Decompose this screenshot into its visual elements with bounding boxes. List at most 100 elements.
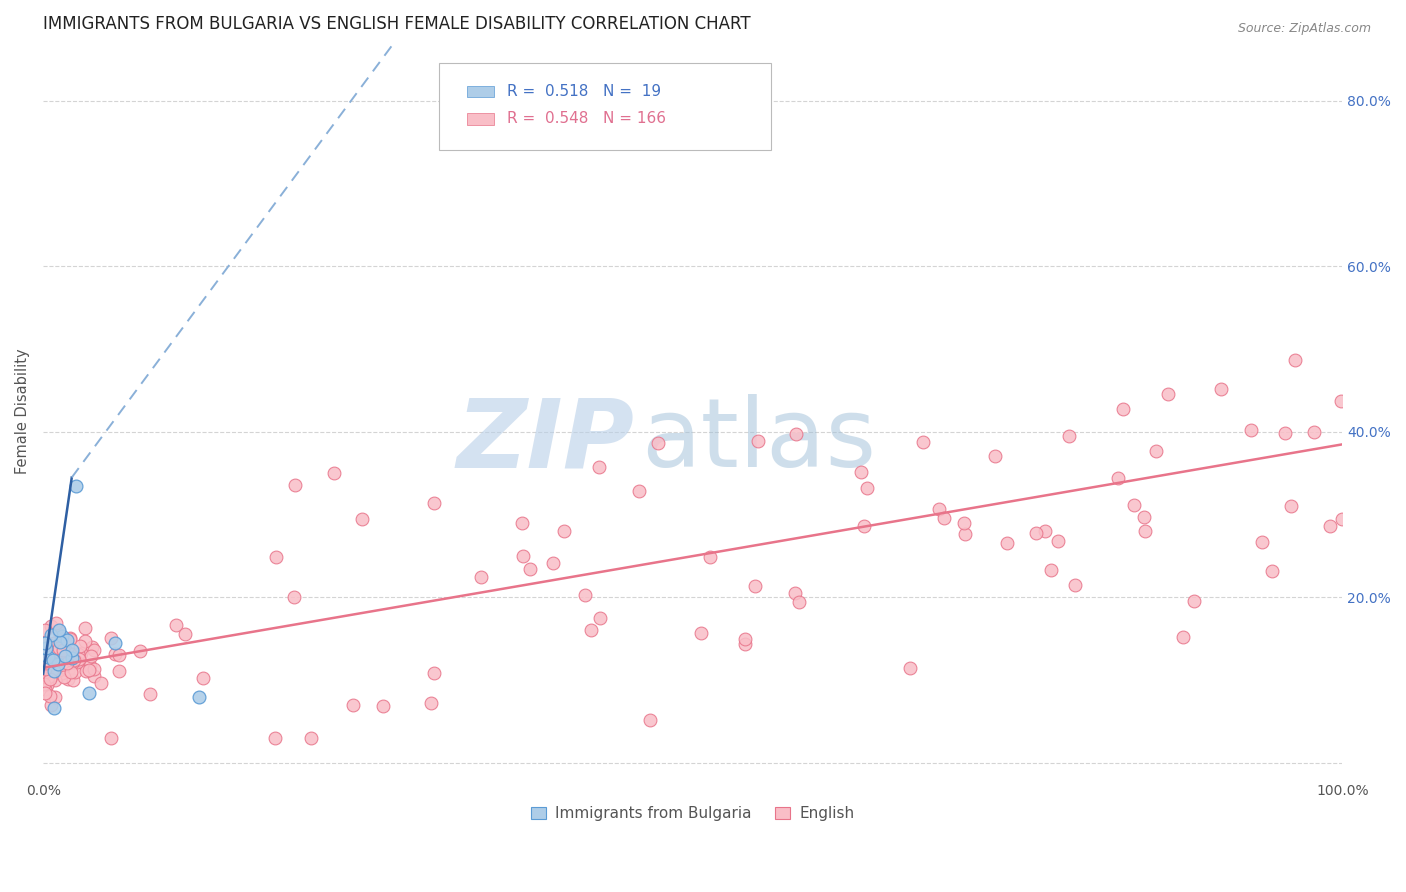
Text: ZIP: ZIP — [457, 394, 634, 487]
Point — [73, 621, 96, 635]
Text: Source: ZipAtlas.com: Source: ZipAtlas.com — [1237, 22, 1371, 36]
Point — [42, 636, 65, 650]
Point — [37, 673, 59, 687]
Point — [419, 696, 441, 710]
Point — [1303, 425, 1326, 440]
Point — [512, 549, 534, 564]
Point — [627, 484, 650, 499]
Point — [65, 479, 87, 493]
Point — [35, 656, 58, 670]
Point — [856, 482, 879, 496]
Point — [1146, 444, 1168, 458]
Point — [37, 670, 59, 684]
FancyBboxPatch shape — [440, 62, 770, 150]
Point — [108, 664, 131, 678]
Point — [1182, 594, 1205, 608]
Point — [1122, 499, 1144, 513]
Point — [67, 648, 90, 663]
Point — [59, 665, 82, 679]
Text: IMMIGRANTS FROM BULGARIA VS ENGLISH FEMALE DISABILITY CORRELATION CHART: IMMIGRANTS FROM BULGARIA VS ENGLISH FEMA… — [44, 15, 751, 33]
Point — [34, 681, 56, 696]
Point — [734, 632, 756, 647]
Point — [52, 660, 75, 674]
Point — [541, 556, 564, 570]
Point — [1284, 353, 1306, 368]
Point — [1251, 535, 1274, 549]
Point — [39, 628, 62, 642]
Point — [42, 664, 65, 678]
Point — [51, 666, 73, 681]
Point — [46, 644, 69, 658]
Point — [42, 653, 65, 667]
Point — [188, 690, 211, 704]
Point — [423, 496, 446, 510]
Point — [32, 647, 55, 661]
Point — [283, 590, 305, 604]
Point — [785, 426, 807, 441]
Point — [37, 663, 59, 677]
Text: atlas: atlas — [641, 394, 876, 487]
Point — [898, 660, 921, 674]
Point — [53, 648, 76, 663]
Point — [1025, 526, 1047, 541]
Point — [48, 663, 70, 677]
Point — [1209, 382, 1232, 396]
Point — [69, 648, 91, 662]
Text: R =  0.548   N = 166: R = 0.548 N = 166 — [506, 112, 665, 127]
Point — [32, 669, 55, 683]
Point — [52, 670, 75, 684]
Point — [56, 646, 79, 660]
Point — [35, 634, 58, 648]
Point — [56, 657, 79, 671]
Point — [322, 466, 344, 480]
Point — [34, 657, 56, 671]
Point — [1107, 471, 1129, 485]
Point — [1057, 429, 1080, 443]
Point — [512, 516, 534, 531]
Point — [783, 586, 806, 600]
Point — [1319, 519, 1341, 533]
Point — [55, 633, 77, 648]
Point — [39, 668, 62, 682]
Point — [928, 502, 950, 516]
Point — [579, 623, 602, 637]
Point — [41, 641, 63, 656]
Point — [75, 664, 97, 678]
Point — [41, 619, 63, 633]
Point — [52, 660, 75, 674]
Point — [174, 627, 197, 641]
Point — [853, 519, 876, 533]
Point — [62, 648, 84, 662]
Point — [83, 669, 105, 683]
Point — [52, 649, 75, 664]
Legend: Immigrants from Bulgaria, English: Immigrants from Bulgaria, English — [524, 800, 860, 827]
Point — [423, 666, 446, 681]
Point — [34, 644, 56, 658]
Point — [58, 663, 80, 677]
Point — [371, 698, 394, 713]
Point — [56, 672, 79, 686]
Point — [589, 611, 612, 625]
Point — [90, 676, 112, 690]
Point — [49, 648, 72, 663]
Text: R =  0.518   N =  19: R = 0.518 N = 19 — [506, 84, 661, 99]
Point — [48, 625, 70, 640]
Point — [67, 648, 90, 662]
Point — [67, 652, 90, 666]
Point — [1133, 510, 1156, 524]
Point — [1274, 426, 1296, 441]
Point — [51, 629, 73, 643]
Point — [1112, 402, 1135, 417]
Point — [104, 648, 127, 662]
Point — [104, 636, 127, 650]
Point — [953, 526, 976, 541]
Point — [51, 643, 73, 657]
Point — [53, 659, 76, 673]
Point — [107, 648, 129, 662]
Point — [342, 698, 364, 713]
Point — [34, 660, 56, 674]
Point — [46, 657, 69, 671]
Point — [60, 651, 83, 665]
Point — [129, 643, 152, 657]
Point — [1330, 394, 1353, 409]
